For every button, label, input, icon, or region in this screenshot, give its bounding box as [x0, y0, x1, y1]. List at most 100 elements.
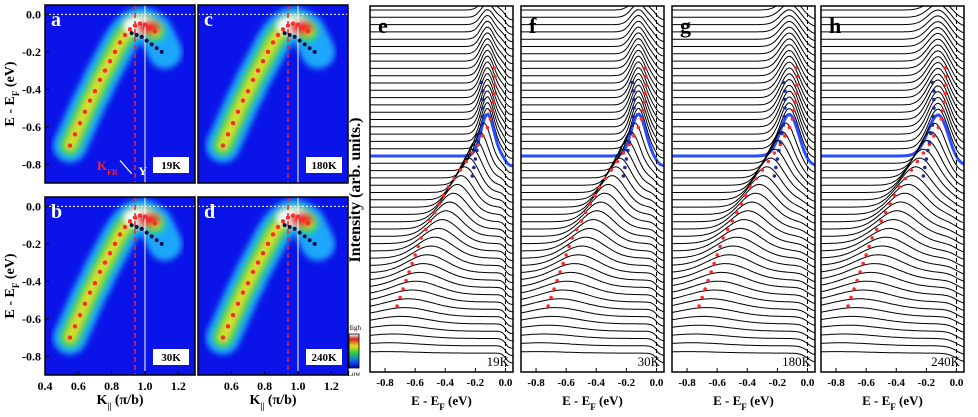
edc-curve — [370, 157, 513, 203]
red-dispersion-point — [265, 49, 271, 55]
edc-curve — [821, 245, 964, 275]
red-peak-point — [488, 117, 493, 121]
red-peak-point — [909, 168, 914, 172]
red-peak-point — [423, 227, 428, 232]
blue-peak-point — [630, 80, 635, 85]
red-peak-point — [939, 117, 944, 121]
edc-curve — [821, 67, 964, 107]
red-peak-point — [783, 134, 787, 138]
red-dispersion-point — [117, 40, 123, 45]
blue-peak-point — [473, 157, 478, 161]
edc-curve — [370, 61, 513, 101]
edc-curve — [672, 307, 815, 326]
red-peak-point — [903, 176, 908, 181]
red-peak-point — [760, 168, 765, 172]
edc-curve — [521, 20, 664, 50]
red-peak-point — [642, 100, 647, 104]
red-peak-point — [888, 202, 893, 206]
red-peak-point — [404, 278, 408, 283]
edc-curve — [521, 192, 664, 232]
red-peak-point — [401, 287, 405, 291]
red-peak-point — [555, 278, 559, 283]
red-peak-point — [641, 108, 645, 113]
edc-curve — [672, 84, 815, 129]
blue-peak-point — [927, 140, 932, 144]
blue-peak-point — [781, 80, 786, 85]
edc-curve — [521, 307, 664, 327]
heatmap-panel-c: c 180K — [197, 4, 349, 184]
edc-curve — [521, 201, 664, 240]
blue-dispersion-point — [287, 224, 292, 229]
x-tick-label: -0.6 — [557, 377, 575, 389]
red-peak-point — [609, 168, 614, 172]
edc-curve — [672, 157, 815, 202]
edc-curve — [521, 9, 664, 35]
red-dispersion-point — [152, 29, 158, 34]
blue-peak-point — [921, 174, 926, 178]
edc-curve — [821, 315, 964, 333]
red-dispersion-point — [92, 280, 98, 286]
red-peak-point — [915, 159, 920, 164]
edc-curve — [672, 122, 815, 173]
y-tick-label: -0.2 — [22, 45, 41, 59]
edc-curve — [370, 201, 513, 240]
red-dispersion-point — [260, 59, 266, 64]
edc-curve — [370, 307, 513, 327]
x-axis-label: K|| (π/b) — [96, 393, 143, 411]
red-dispersion-point — [270, 40, 276, 45]
edc-curve — [370, 107, 513, 159]
red-peak-point — [936, 125, 941, 130]
edc-curve — [672, 254, 815, 283]
heatmap-frame — [44, 4, 196, 184]
red-peak-point — [432, 210, 437, 215]
red-dispersion-point — [295, 22, 301, 27]
red-peak-point — [603, 176, 608, 181]
edc-curve — [672, 183, 815, 224]
blue-peak-point — [475, 148, 479, 153]
edc-curve — [821, 236, 964, 268]
edc-curve — [672, 131, 815, 180]
edc-curve — [821, 50, 964, 85]
red-peak-point — [588, 202, 593, 206]
red-peak-point — [592, 193, 597, 198]
edc-curve — [821, 289, 964, 311]
blue-peak-point — [924, 157, 929, 161]
edc-panel-f: f 30K -0.8 -0.6 -0.4 -0.2 0.0 E - EF (eV) — [520, 5, 665, 412]
blue-dispersion-point — [297, 38, 302, 43]
red-peak-point — [944, 83, 948, 87]
red-peak-point — [567, 244, 571, 249]
edc-curve — [370, 315, 513, 335]
edc-curve — [521, 107, 664, 159]
red-dispersion-point — [77, 312, 83, 318]
blue-dispersion-point — [302, 234, 307, 239]
red-dispersion-point — [122, 224, 128, 230]
edc-curve — [821, 122, 964, 172]
blue-peak-point — [626, 148, 630, 153]
red-dispersion-point — [240, 290, 246, 295]
edc-curve — [370, 263, 513, 291]
red-dispersion-point — [142, 214, 148, 219]
edc-curve — [821, 102, 964, 150]
edc-highlight-curve — [370, 112, 513, 168]
blue-dispersion-point — [129, 223, 134, 228]
blue-dispersion-point — [149, 42, 154, 47]
y-tick-label: 0.0 — [26, 7, 41, 21]
edc-curve — [521, 157, 664, 203]
edc-panel-g: g 180K -0.8 -0.6 -0.4 -0.2 0.0 E - EF (eV) — [671, 5, 816, 412]
edc-curve — [672, 236, 815, 268]
edc-curve — [821, 6, 964, 19]
blue-dispersion-point — [287, 32, 292, 37]
edc-panel-e: e 19K -0.8 -0.6 -0.4 -0.2 0.0 E - EF (eV) — [369, 5, 514, 412]
edc-frame — [820, 5, 965, 373]
red-dispersion-point — [275, 32, 281, 38]
red-peak-point — [644, 74, 648, 79]
blue-peak-point — [778, 140, 783, 144]
red-peak-point — [413, 253, 417, 257]
red-peak-point — [419, 236, 423, 240]
edc-curve — [821, 210, 964, 246]
edc-curve — [370, 166, 513, 211]
red-peak-point — [849, 295, 853, 300]
heatmap-frame — [197, 196, 349, 376]
red-peak-point — [739, 202, 744, 206]
heatmap-panel-a: a 19K 0.0 -0.2 -0.4 -0.6 -0.8 KFR Y — [22, 4, 196, 184]
